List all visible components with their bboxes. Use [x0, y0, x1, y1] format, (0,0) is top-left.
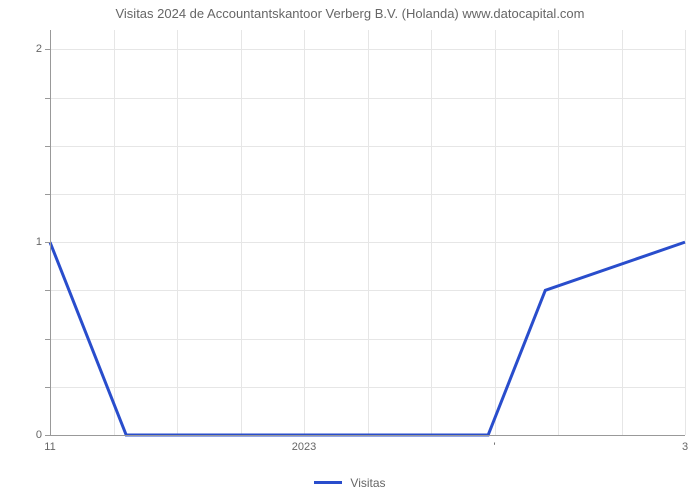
y-axis-line [50, 30, 51, 435]
x-tick-label: ' [493, 441, 495, 453]
line-series [50, 30, 685, 435]
plot-area: 012112023'3 [50, 30, 685, 435]
x-tick-label: 2023 [292, 441, 316, 453]
x-tick-label: 11 [44, 441, 55, 453]
legend-swatch [314, 481, 342, 484]
chart-title: Visitas 2024 de Accountantskantoor Verbe… [0, 6, 700, 21]
y-tick-mark [45, 387, 50, 388]
y-tick-mark [45, 242, 50, 243]
y-tick-label: 1 [36, 236, 42, 248]
y-tick-mark [45, 435, 50, 436]
y-tick-mark [45, 146, 50, 147]
y-tick-mark [45, 49, 50, 50]
visits-line-chart: Visitas 2024 de Accountantskantoor Verbe… [0, 0, 700, 500]
y-tick-mark [45, 339, 50, 340]
x-axis-line [50, 435, 685, 436]
legend: Visitas [0, 475, 700, 490]
series-polyline [50, 242, 685, 435]
y-tick-label: 0 [36, 429, 42, 441]
y-tick-mark [45, 98, 50, 99]
y-tick-mark [45, 290, 50, 291]
legend-label: Visitas [350, 476, 385, 490]
gridline-vertical [685, 30, 686, 435]
y-tick-label: 2 [36, 43, 42, 55]
x-tick-label: 3 [682, 441, 688, 453]
y-tick-mark [45, 194, 50, 195]
